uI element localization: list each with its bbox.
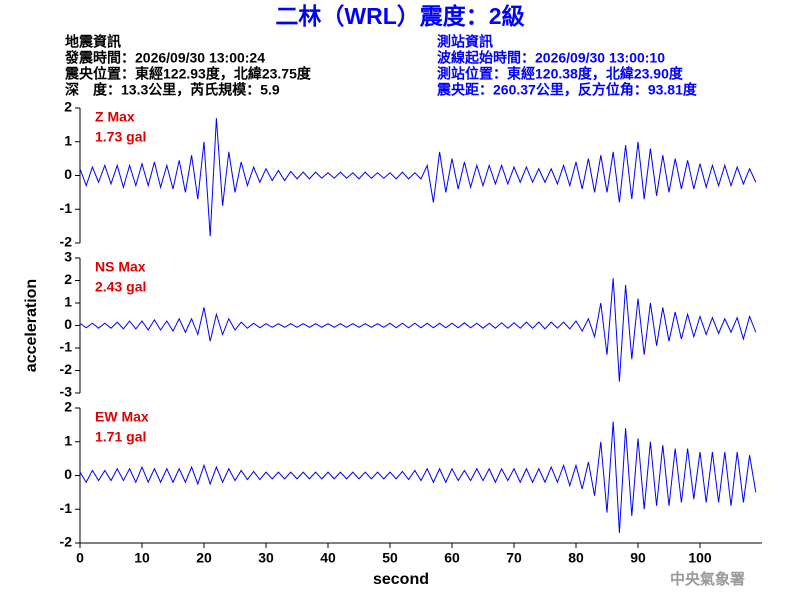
annotation: 2.43 gal <box>95 279 146 295</box>
y-tick-label: 1 <box>64 432 72 448</box>
x-tick-label: 80 <box>568 550 584 566</box>
x-tick-label: 30 <box>258 550 274 566</box>
info-line: 測站資訊 <box>437 34 493 50</box>
x-tick-label: 100 <box>688 550 712 566</box>
annotation: Z Max <box>95 109 135 125</box>
y-axis-label: acceleration <box>23 279 40 372</box>
info-line: 震央距：260.37公里，反方位角：93.81度 <box>436 82 698 98</box>
annotation: 1.73 gal <box>95 129 146 145</box>
y-tick-label: 0 <box>64 316 72 332</box>
x-tick-label: 0 <box>76 550 84 566</box>
x-tick-label: 50 <box>382 550 398 566</box>
waveform <box>79 421 757 533</box>
y-tick-label: 0 <box>64 166 72 182</box>
x-axis-label: second <box>373 571 429 588</box>
waveform <box>79 118 757 237</box>
info-line: 波線起始時間：2026/09/30 13:00:10 <box>437 50 665 66</box>
x-tick-label: 20 <box>196 550 212 566</box>
y-tick-label: -1 <box>60 500 73 516</box>
y-tick-label: 0 <box>64 466 72 482</box>
annotation: NS Max <box>95 259 146 275</box>
y-tick-label: 3 <box>64 249 72 265</box>
annotation: EW Max <box>95 409 149 425</box>
y-tick-label: -2 <box>60 534 73 550</box>
info-line: 發震時間：2026/09/30 13:00:24 <box>64 50 265 66</box>
y-tick-label: -3 <box>60 384 73 400</box>
y-tick-label: -2 <box>60 234 73 250</box>
x-tick-label: 90 <box>630 550 646 566</box>
x-tick-label: 70 <box>506 550 522 566</box>
x-tick-label: 10 <box>134 550 150 566</box>
waveform <box>79 278 757 382</box>
y-tick-label: 2 <box>64 399 72 415</box>
y-tick-label: 1 <box>64 132 72 148</box>
info-line: 地震資訊 <box>65 34 121 50</box>
y-tick-label: -1 <box>60 339 73 355</box>
info-line: 深 度：13.3公里，芮氏規模：5.9 <box>65 82 280 98</box>
x-tick-label: 60 <box>444 550 460 566</box>
y-tick-label: -2 <box>60 361 73 377</box>
footer: 中央氣象署 <box>670 570 745 588</box>
y-tick-label: -1 <box>60 200 73 216</box>
annotation: 1.71 gal <box>95 429 146 445</box>
x-tick-label: 40 <box>320 550 336 566</box>
y-tick-label: 1 <box>64 294 72 310</box>
info-line: 震央位置：東經122.93度，北緯23.75度 <box>64 66 312 82</box>
y-tick-label: 2 <box>64 99 72 115</box>
info-line: 測站位置：東經120.38度，北緯23.90度 <box>437 66 684 82</box>
y-tick-label: 2 <box>64 271 72 287</box>
chart-title: 二林（WRL）震度：2級 <box>275 3 524 29</box>
